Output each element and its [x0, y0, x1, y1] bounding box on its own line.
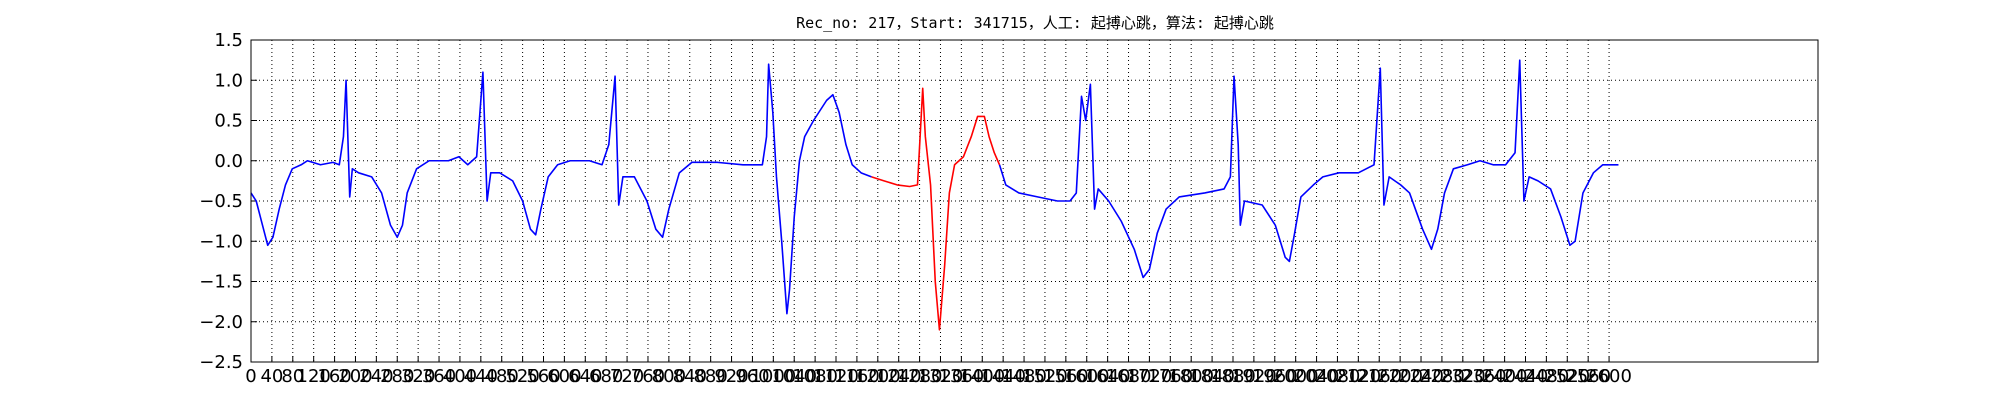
x-tick-label: 640 [568, 366, 602, 387]
x-tick-label: 240 [359, 366, 393, 387]
chart-title: Rec_no: 217，Start: 341715，人工: 起搏心跳，算法: 起… [796, 14, 1274, 32]
x-tick-label: 0 [245, 366, 256, 387]
x-tick-label: 1640 [1085, 366, 1131, 387]
x-tick-label: 200 [338, 366, 372, 387]
x-tick-label: 600 [547, 366, 581, 387]
x-tick-label: 840 [673, 366, 707, 387]
x-tick-label: 1280 [897, 366, 943, 387]
y-tick-label: 0.5 [214, 111, 243, 132]
x-tick-label: 2160 [1356, 366, 1402, 387]
x-tick-label: 280 [380, 366, 414, 387]
ecg-line [250, 63, 872, 315]
x-tick-label: 40 [260, 366, 283, 387]
x-tick-label: 920 [714, 366, 748, 387]
x-tick-label: 2280 [1419, 366, 1465, 387]
x-tick-label: 2360 [1461, 366, 1507, 387]
x-tick-label: 680 [589, 366, 623, 387]
x-tick-label: 120 [297, 366, 331, 387]
x-tick-label: 520 [505, 366, 539, 387]
x-tick-label: 1000 [750, 366, 796, 387]
x-tick-label: 560 [526, 366, 560, 387]
x-tick-label: 2400 [1482, 366, 1528, 387]
x-tick-label: 2440 [1503, 366, 1549, 387]
x-tick-label: 1600 [1064, 366, 1110, 387]
x-tick-label: 1400 [959, 366, 1005, 387]
x-tick-label: 2200 [1377, 366, 1423, 387]
y-tick-label: −2.0 [199, 312, 243, 333]
x-tick-label: 1040 [771, 366, 817, 387]
x-tick-label: 2240 [1398, 366, 1444, 387]
x-tick-label: 2320 [1440, 366, 1486, 387]
x-tick-label: 1520 [1022, 366, 1068, 387]
ecg-line [871, 87, 1001, 331]
x-tick-label: 1680 [1106, 366, 1152, 387]
x-tick-label: 2560 [1565, 366, 1611, 387]
x-tick-label: 2600 [1586, 366, 1632, 387]
x-tick-label: 760 [631, 366, 665, 387]
y-tick-label: −1.0 [199, 231, 243, 252]
x-tick-label: 2080 [1315, 366, 1361, 387]
x-tick-label: 160 [317, 366, 351, 387]
x-tick-label: 2480 [1523, 366, 1569, 387]
y-tick-label: 0.0 [214, 151, 243, 172]
x-tick-label: 80 [281, 366, 304, 387]
x-tick-label: 1760 [1147, 366, 1193, 387]
x-tick-label: 1960 [1252, 366, 1298, 387]
x-tick-label: 1920 [1231, 366, 1277, 387]
x-tick-label: 2040 [1294, 366, 1340, 387]
x-tick-label: 2120 [1335, 366, 1381, 387]
x-tick-label: 1840 [1189, 366, 1235, 387]
x-tick-label: 480 [485, 366, 519, 387]
plot-frame [250, 39, 1819, 363]
x-tick-label: 1800 [1168, 366, 1214, 387]
x-tick-label: 1080 [792, 366, 838, 387]
x-tick-label: 1320 [918, 366, 964, 387]
x-tick-label: 1560 [1043, 366, 1089, 387]
x-tick-label: 1360 [938, 366, 984, 387]
y-tick-label: 1.0 [214, 70, 243, 91]
x-tick-label: 720 [610, 366, 644, 387]
x-tick-label: 1200 [855, 366, 901, 387]
y-tick-label: −2.5 [199, 352, 243, 373]
y-tick-label: 1.5 [214, 30, 243, 51]
y-tick-label: −0.5 [199, 191, 243, 212]
x-tick-label: 360 [422, 366, 456, 387]
x-tick-label: 1720 [1127, 366, 1173, 387]
x-tick-label: 400 [443, 366, 477, 387]
x-tick-label: 960 [735, 366, 769, 387]
x-tick-label: 2000 [1273, 366, 1319, 387]
x-tick-label: 440 [464, 366, 498, 387]
x-tick-label: 1120 [813, 366, 859, 387]
x-tick-label: 880 [693, 366, 727, 387]
x-tick-label: 2520 [1544, 366, 1590, 387]
x-tick-label: 1880 [1210, 366, 1256, 387]
x-tick-label: 1480 [1001, 366, 1047, 387]
x-tick-label: 1240 [876, 366, 922, 387]
ecg-line [998, 59, 1619, 279]
y-tick-label: −1.5 [199, 272, 243, 293]
x-tick-label: 320 [401, 366, 435, 387]
x-tick-label: 1440 [980, 366, 1026, 387]
x-tick-label: 1160 [834, 366, 880, 387]
x-tick-label: 800 [652, 366, 686, 387]
